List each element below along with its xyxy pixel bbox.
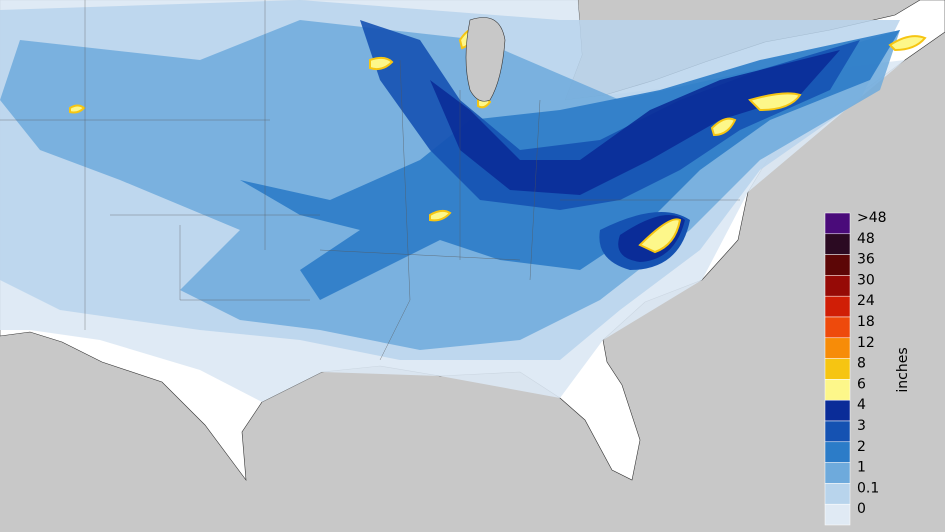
- legend-swatch: [824, 462, 851, 484]
- legend-swatch: [824, 503, 851, 526]
- legend-swatch: [824, 212, 851, 235]
- legend-label: 1: [857, 460, 866, 476]
- legend-swatch: [824, 254, 851, 276]
- legend-swatch: [824, 379, 851, 401]
- legend-label: 2: [857, 439, 866, 455]
- legend-label: 36: [857, 252, 875, 268]
- legend-label: >48: [857, 210, 887, 226]
- legend-label: 24: [857, 293, 875, 309]
- lake-michigan: [465, 17, 506, 102]
- legend-label: 18: [857, 314, 875, 330]
- legend-swatch: [824, 295, 851, 318]
- legend-label: 6: [857, 376, 866, 392]
- legend-label: 8: [857, 356, 866, 372]
- snow-shading: [0, 0, 905, 402]
- legend-swatch: [824, 233, 851, 255]
- legend-swatch: [824, 337, 851, 359]
- legend-label: 4: [857, 397, 866, 413]
- legend-label: 0: [857, 501, 866, 517]
- legend: >48 48 36 30 24 18 12 8 6 4 3 2 1 0.1 0: [824, 210, 887, 526]
- legend-swatch: [824, 358, 851, 380]
- legend-label: 0.1: [857, 480, 879, 496]
- legend-swatch: [824, 399, 851, 422]
- legend-swatch: [824, 441, 851, 463]
- legend-unit: inches: [895, 347, 911, 392]
- legend-swatch: [824, 316, 851, 339]
- legend-swatch: [824, 420, 851, 443]
- legend-swatch: [824, 483, 851, 505]
- state-borders: [0, 0, 740, 361]
- legend-label: 48: [857, 231, 875, 247]
- legend-label: 30: [857, 272, 875, 288]
- legend-swatch: [824, 275, 851, 297]
- legend-label: 3: [857, 418, 866, 434]
- legend-label: 12: [857, 335, 875, 351]
